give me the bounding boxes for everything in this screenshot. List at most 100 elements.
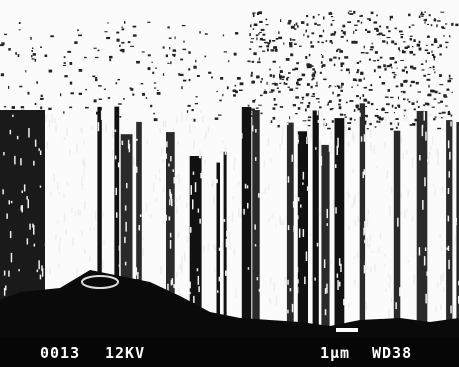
highlight — [257, 277, 259, 280]
highlight — [321, 156, 323, 166]
highlight — [268, 218, 270, 222]
speck — [403, 98, 406, 100]
speck — [288, 22, 291, 24]
speck — [397, 68, 398, 69]
highlight — [271, 214, 273, 218]
speck — [434, 58, 435, 60]
speck — [451, 23, 453, 26]
highlight — [169, 199, 171, 205]
highlight — [230, 242, 232, 249]
speck — [443, 35, 444, 37]
highlight — [343, 299, 345, 305]
speck — [439, 74, 442, 77]
speck — [302, 74, 306, 77]
speck — [18, 54, 20, 57]
speck — [169, 47, 170, 49]
highlight — [193, 172, 195, 175]
highlight — [419, 155, 421, 160]
highlight — [401, 212, 403, 215]
speck — [67, 51, 71, 53]
speck — [421, 16, 423, 17]
speck — [239, 90, 243, 91]
highlight — [437, 159, 439, 166]
speck — [107, 22, 108, 23]
speck — [344, 34, 345, 35]
speck — [273, 75, 275, 78]
speck — [28, 92, 30, 95]
highlight — [60, 237, 62, 242]
highlight — [354, 280, 356, 285]
speck — [273, 117, 276, 120]
speck — [280, 77, 283, 78]
speck — [341, 70, 343, 71]
speck — [342, 25, 345, 28]
speck — [306, 15, 308, 17]
speck — [119, 45, 121, 47]
highlight — [279, 144, 281, 150]
speck — [262, 39, 265, 41]
speck — [218, 115, 222, 116]
speck — [291, 26, 295, 29]
speck — [319, 106, 322, 108]
highlight — [364, 240, 366, 244]
page: 0013 12KV 1µm WD38 (() => { const data =… — [0, 0, 459, 367]
speck — [436, 24, 437, 27]
speck — [349, 100, 353, 102]
highlight — [199, 150, 201, 154]
speck — [189, 79, 191, 81]
speck — [428, 94, 432, 97]
highlight — [58, 264, 60, 269]
highlight — [311, 278, 313, 282]
speck — [258, 33, 260, 34]
highlight — [348, 142, 350, 147]
highlight — [279, 216, 281, 224]
highlight — [337, 280, 339, 290]
highlight — [192, 199, 194, 209]
speck — [347, 21, 351, 23]
highlight — [163, 121, 165, 128]
speck — [308, 120, 311, 122]
speck — [445, 23, 447, 24]
speck — [414, 109, 416, 111]
highlight — [208, 127, 210, 133]
highlight — [422, 126, 424, 136]
speck — [235, 32, 238, 34]
highlight — [370, 267, 372, 273]
speck — [367, 128, 369, 129]
highlight — [408, 260, 410, 262]
speck — [421, 12, 423, 15]
speck — [341, 64, 343, 67]
highlight — [208, 244, 210, 252]
speck — [346, 69, 350, 72]
highlight — [391, 298, 393, 303]
speck — [405, 80, 408, 83]
highlight — [190, 227, 192, 233]
highlight — [385, 254, 387, 257]
highlight — [304, 277, 306, 285]
highlight — [213, 244, 215, 250]
speck — [235, 91, 238, 94]
highlight — [297, 267, 299, 272]
speck — [273, 107, 276, 109]
speck — [319, 35, 322, 37]
highlight — [427, 159, 429, 162]
highlight — [177, 141, 179, 145]
speck — [267, 82, 268, 85]
highlight — [335, 164, 337, 168]
speck — [188, 105, 191, 107]
highlight — [40, 151, 42, 156]
highlight — [79, 210, 81, 216]
highlight — [103, 241, 105, 245]
speck — [286, 58, 290, 61]
speck — [45, 55, 48, 58]
speck — [390, 97, 393, 98]
speck — [336, 50, 338, 52]
highlight — [81, 231, 83, 236]
column — [394, 131, 401, 330]
speck — [410, 85, 412, 87]
highlight — [345, 128, 347, 136]
highlight — [229, 232, 231, 241]
speck — [40, 98, 44, 100]
speck — [40, 107, 42, 110]
speck — [274, 83, 275, 86]
